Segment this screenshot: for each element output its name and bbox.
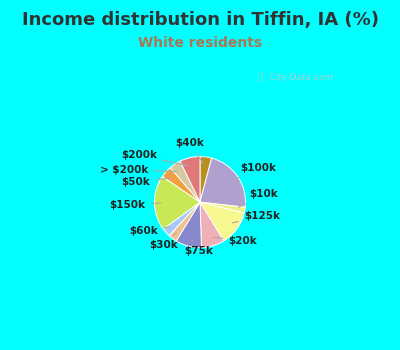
Text: White residents: White residents (138, 36, 262, 50)
Text: $10k: $10k (238, 189, 278, 207)
Wedge shape (176, 202, 202, 248)
Text: $150k: $150k (110, 200, 161, 210)
Wedge shape (154, 176, 200, 229)
Text: ⓘ  City-Data.com: ⓘ City-Data.com (258, 74, 333, 83)
Text: $75k: $75k (184, 240, 213, 256)
Text: $100k: $100k (233, 163, 276, 180)
Text: $40k: $40k (176, 138, 204, 164)
Text: $30k: $30k (149, 233, 178, 250)
Wedge shape (200, 202, 224, 248)
Wedge shape (169, 202, 200, 241)
Text: $125k: $125k (232, 211, 280, 223)
Text: $50k: $50k (121, 177, 170, 187)
Wedge shape (200, 158, 246, 207)
Wedge shape (200, 202, 244, 241)
Wedge shape (170, 161, 200, 202)
Text: $60k: $60k (129, 226, 170, 236)
Wedge shape (162, 168, 200, 202)
Text: Income distribution in Tiffin, IA (%): Income distribution in Tiffin, IA (%) (22, 11, 378, 29)
Wedge shape (200, 156, 212, 202)
Wedge shape (163, 202, 200, 236)
Wedge shape (180, 156, 200, 202)
Text: > $200k: > $200k (100, 164, 177, 175)
Wedge shape (200, 202, 245, 213)
Text: $200k: $200k (122, 150, 189, 166)
Text: $20k: $20k (213, 236, 257, 246)
